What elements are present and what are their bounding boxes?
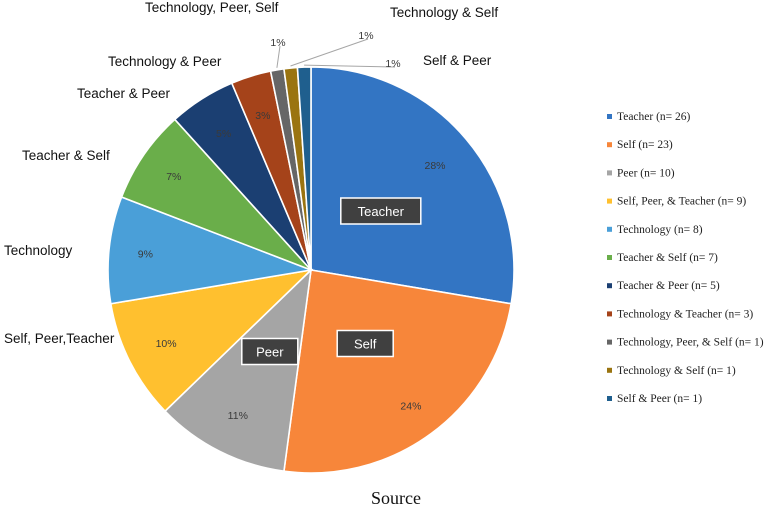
slice-self [283, 269, 513, 474]
outer-label-technology-self: Technology & Self [390, 5, 498, 20]
legend-entry-technology-peer-self: Technology, Peer, & Self (n= 1) [617, 337, 764, 349]
legend-swatch-peer [607, 170, 612, 176]
percent-label-teacher-self: 7% [166, 171, 181, 183]
legend-entry-self-peer: Self & Peer (n= 1) [617, 393, 702, 405]
percent-label-self-peer: 1% [385, 58, 400, 70]
percent-label-teacher-peer: 5% [216, 128, 231, 140]
percent-label-technology-teacher: 3% [255, 110, 270, 122]
outer-label-teacher-self: Teacher & Self [22, 148, 110, 163]
legend-swatch-teacher-peer [607, 283, 612, 289]
percent-label-technology-peer-self: 1% [270, 37, 285, 49]
percent-label-teacher: 28% [424, 160, 445, 172]
outer-label-technology: Technology [4, 243, 73, 258]
slice-teacher [310, 66, 515, 305]
legend: Teacher (n= 26) Self (n= 23) Peer (n= 10) S… [607, 111, 764, 405]
leader-line-self-peer [304, 64, 396, 68]
legend-entry-technology-self: Technology & Self (n= 1) [617, 365, 736, 377]
percent-labels: 28% 24% 11% 10% 9% 7% 5% 3% 1% 1% 1% [138, 30, 446, 422]
legend-swatch-teacher-self [607, 255, 612, 260]
label-box-self [336, 329, 394, 358]
label-box-peer [241, 337, 299, 366]
outer-label-self-peer-teacher: Self, Peer,Teacher [4, 331, 115, 346]
legend-entry-teacher-peer: Teacher & Peer (n= 5) [617, 280, 720, 292]
outer-label-technology-peer-self: Technology, Peer, Self [145, 0, 279, 15]
percent-label-technology: 9% [138, 248, 153, 260]
percent-label-self: 24% [400, 401, 421, 413]
leader-line-technology-peer-self [276, 45, 281, 68]
percent-label-peer: 11% [228, 410, 248, 422]
legend-swatch-technology [607, 226, 612, 232]
box-label-peer: Peer [256, 345, 284, 360]
legend-entry-self-peer-teacher: Self, Peer, & Teacher (n= 9) [617, 196, 746, 208]
outer-labels: Self, Peer,Teacher Technology Teacher & Se… [4, 0, 498, 346]
legend-entry-self: Self (n= 23) [617, 139, 673, 151]
pie-slices [107, 66, 515, 474]
box-label-teacher: Teacher [358, 204, 405, 219]
legend-entry-technology-teacher: Technology & Teacher (n= 3) [617, 308, 753, 320]
box-label-self: Self [354, 337, 377, 352]
leader-lines [276, 38, 396, 68]
slice-peer [163, 267, 313, 473]
percent-label-self-peer-teacher: 10% [156, 338, 177, 350]
slice-technology [107, 196, 315, 305]
legend-entry-teacher: Teacher (n= 26) [617, 111, 691, 123]
outer-label-teacher-peer: Teacher & Peer [77, 86, 171, 101]
outer-label-technology-teacher: Technology & Peer [108, 54, 222, 69]
slice-teacher-self [120, 118, 312, 271]
legend-swatch-self [607, 142, 612, 148]
legend-swatch-technology-teacher [607, 311, 612, 317]
legend-swatch-teacher [607, 114, 612, 119]
label-box-teacher [340, 197, 422, 225]
boxed-labels: Teacher Self Peer [241, 197, 422, 366]
slice-self-peer [296, 66, 312, 271]
legend-swatch-self-peer-teacher [607, 198, 612, 204]
legend-swatch-self-peer [607, 396, 612, 401]
legend-entry-teacher-self: Teacher & Self (n= 7) [617, 252, 718, 264]
legend-entry-peer: Peer (n= 10) [617, 167, 675, 179]
legend-swatch-technology-peer-self [607, 339, 612, 345]
leader-line-technology-self [290, 38, 369, 67]
chart-title: Source [371, 488, 421, 507]
outer-label-self-peer: Self & Peer [423, 53, 492, 68]
slice-self-peer-teacher [109, 268, 314, 413]
percent-label-technology-self: 1% [358, 30, 373, 42]
legend-swatch-technology-self [607, 367, 612, 373]
legend-entry-technology: Technology (n= 8) [617, 224, 703, 236]
